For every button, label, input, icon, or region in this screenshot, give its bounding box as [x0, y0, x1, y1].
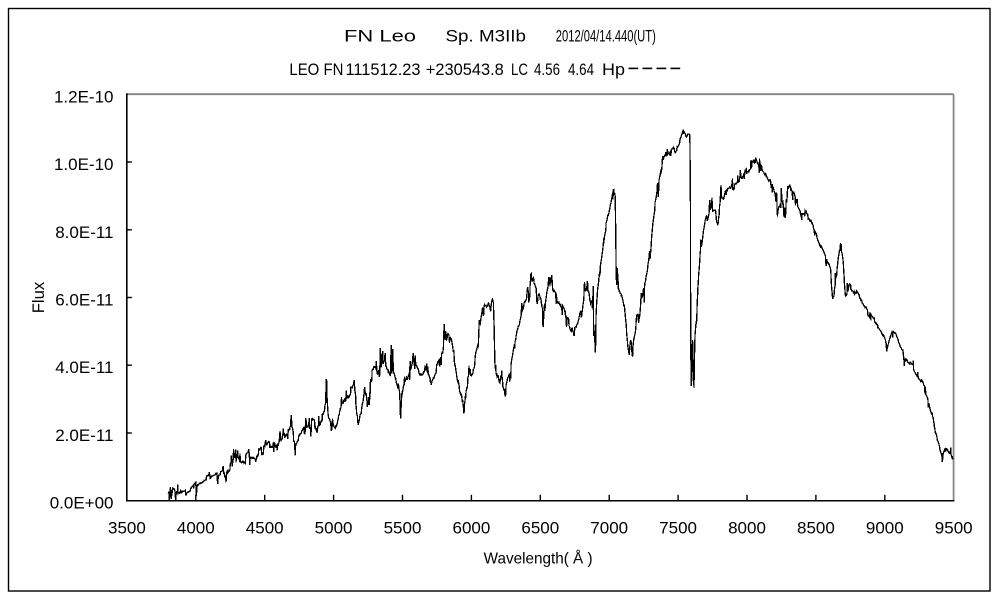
- svg-text:4000: 4000: [177, 518, 215, 537]
- svg-text:6.0E-11: 6.0E-11: [55, 291, 113, 310]
- svg-text:8500: 8500: [797, 518, 835, 537]
- svg-text:+230543.8: +230543.8: [426, 60, 504, 79]
- svg-text:8000: 8000: [728, 518, 766, 537]
- svg-text:4.0E-11: 4.0E-11: [55, 358, 113, 377]
- svg-text:9500: 9500: [935, 518, 973, 537]
- svg-text:3500: 3500: [108, 518, 146, 537]
- svg-text:8.0E-11: 8.0E-11: [55, 223, 113, 242]
- svg-text:111512.23: 111512.23: [346, 60, 421, 79]
- svg-text:4.64: 4.64: [568, 60, 594, 79]
- svg-text:Wavelength( Å ): Wavelength( Å ): [484, 549, 593, 568]
- svg-text:5000: 5000: [315, 518, 353, 537]
- svg-text:Flux: Flux: [29, 281, 48, 313]
- svg-text:9000: 9000: [866, 518, 904, 537]
- svg-text:1.2E-10: 1.2E-10: [54, 87, 114, 106]
- svg-text:7000: 7000: [590, 518, 628, 537]
- svg-text:1.0E-10: 1.0E-10: [54, 155, 114, 174]
- svg-text:2012/04/14.440(UT): 2012/04/14.440(UT): [556, 27, 656, 46]
- svg-text:Hp: Hp: [602, 60, 625, 79]
- svg-text:6000: 6000: [452, 518, 490, 537]
- svg-text:4.56: 4.56: [534, 60, 560, 79]
- svg-text:4500: 4500: [246, 518, 284, 537]
- svg-text:LC: LC: [511, 60, 528, 79]
- svg-text:7500: 7500: [659, 518, 697, 537]
- svg-text:FN Leo: FN Leo: [344, 27, 416, 46]
- svg-text:Sp. M3IIb: Sp. M3IIb: [446, 27, 527, 46]
- svg-text:LEO FN: LEO FN: [289, 60, 343, 79]
- svg-text:5500: 5500: [384, 518, 422, 537]
- svg-text:6500: 6500: [521, 518, 559, 537]
- svg-text:0.0E+00: 0.0E+00: [50, 494, 114, 513]
- svg-text:2.0E-11: 2.0E-11: [55, 426, 113, 445]
